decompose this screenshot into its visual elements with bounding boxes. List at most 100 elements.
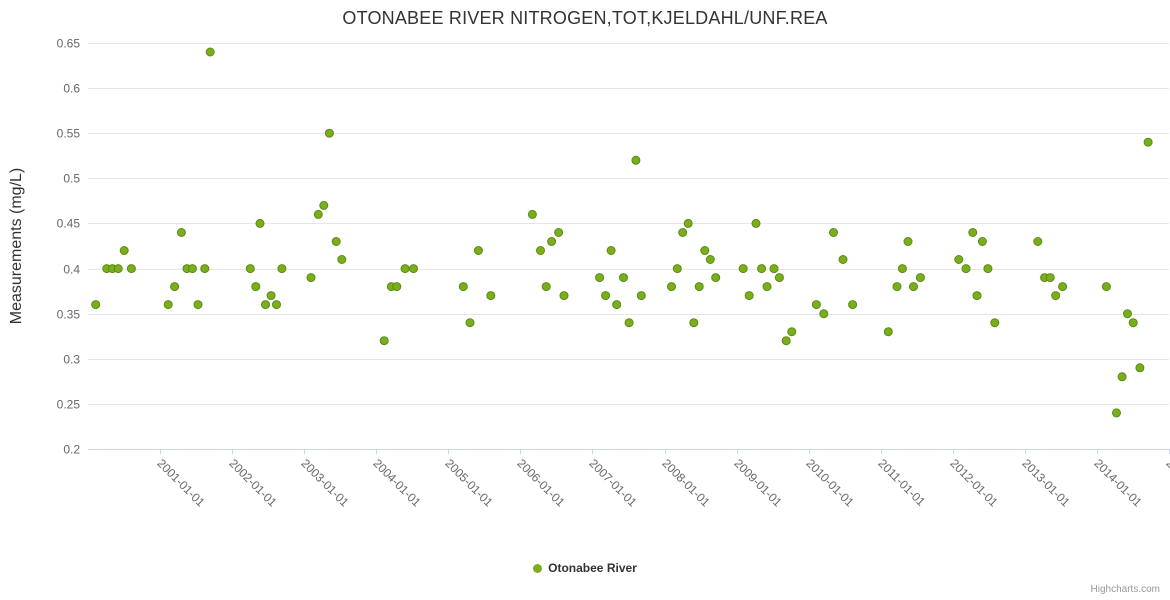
data-point[interactable]: [762, 282, 772, 292]
data-point[interactable]: [379, 336, 389, 346]
data-point[interactable]: [606, 246, 616, 255]
data-point[interactable]: [601, 291, 611, 301]
data-point[interactable]: [536, 246, 545, 255]
data-point[interactable]: [678, 228, 688, 237]
data-point[interactable]: [1101, 282, 1111, 292]
data-point[interactable]: [200, 264, 210, 274]
data-point[interactable]: [176, 228, 186, 237]
data-point[interactable]: [619, 273, 628, 283]
data-point[interactable]: [486, 291, 496, 301]
data-point[interactable]: [1128, 318, 1138, 328]
data-point[interactable]: [781, 336, 791, 346]
data-point[interactable]: [636, 291, 646, 301]
data-point[interactable]: [1051, 291, 1061, 301]
data-point[interactable]: [392, 282, 402, 292]
data-point[interactable]: [465, 318, 475, 328]
x-tick-label: 2003-01-01: [298, 456, 352, 510]
data-point[interactable]: [313, 209, 323, 219]
data-point[interactable]: [163, 300, 173, 310]
data-point[interactable]: [458, 282, 468, 292]
data-point[interactable]: [547, 237, 557, 246]
data-point[interactable]: [272, 300, 281, 310]
data-point[interactable]: [193, 300, 203, 310]
data-point[interactable]: [255, 218, 265, 228]
data-point[interactable]: [819, 309, 829, 319]
data-point[interactable]: [205, 47, 215, 57]
data-point[interactable]: [883, 327, 893, 337]
data-point[interactable]: [1112, 408, 1121, 418]
y-axis-labels: 0.2 0.25 0.3 0.35 0.4 0.45 0.5 0.55 0.6 0.65: [57, 37, 81, 457]
data-point[interactable]: [667, 282, 676, 292]
data-point[interactable]: [700, 246, 710, 255]
data-point[interactable]: [277, 264, 287, 274]
data-point[interactable]: [1033, 237, 1043, 246]
data-point[interactable]: [559, 291, 569, 301]
data-point[interactable]: [757, 264, 767, 274]
data-point[interactable]: [848, 300, 858, 310]
data-point[interactable]: [266, 291, 276, 301]
series-points: [91, 47, 1153, 418]
highcharts-credits-link[interactable]: Highcharts.com: [1090, 584, 1160, 595]
data-point[interactable]: [977, 237, 987, 246]
data-point[interactable]: [541, 282, 551, 292]
data-point[interactable]: [738, 264, 748, 274]
data-point[interactable]: [787, 327, 797, 337]
data-point[interactable]: [624, 318, 634, 328]
data-point[interactable]: [968, 228, 978, 237]
data-point[interactable]: [251, 282, 261, 292]
data-point[interactable]: [689, 318, 699, 328]
data-point[interactable]: [126, 264, 136, 274]
data-point[interactable]: [744, 291, 754, 301]
data-point[interactable]: [972, 291, 982, 301]
data-point[interactable]: [331, 237, 341, 246]
data-point[interactable]: [113, 264, 123, 274]
data-point[interactable]: [903, 237, 913, 246]
data-point[interactable]: [91, 300, 101, 310]
data-point[interactable]: [306, 273, 316, 283]
x-axis: [88, 449, 1170, 454]
data-point[interactable]: [337, 255, 347, 264]
data-point[interactable]: [409, 264, 418, 274]
data-point[interactable]: [705, 255, 715, 264]
data-point[interactable]: [774, 273, 784, 283]
data-point[interactable]: [595, 273, 605, 283]
y-tick-label: 0.4: [63, 263, 80, 277]
data-point[interactable]: [838, 255, 848, 264]
data-point[interactable]: [473, 246, 483, 255]
data-point[interactable]: [245, 264, 255, 274]
data-point[interactable]: [324, 128, 334, 138]
data-point[interactable]: [319, 200, 329, 210]
data-point[interactable]: [261, 300, 270, 310]
data-point[interactable]: [694, 282, 704, 292]
legend-item-otonabee-river[interactable]: Otonabee River: [533, 561, 637, 575]
data-point[interactable]: [683, 218, 693, 228]
data-point[interactable]: [631, 155, 641, 165]
data-point[interactable]: [1135, 363, 1145, 373]
data-point[interactable]: [187, 264, 197, 274]
data-point[interactable]: [119, 246, 129, 255]
data-point[interactable]: [1058, 282, 1068, 292]
data-point[interactable]: [554, 228, 564, 237]
data-point[interactable]: [527, 209, 537, 219]
data-point[interactable]: [1117, 372, 1127, 382]
data-point[interactable]: [1143, 137, 1153, 147]
data-point[interactable]: [909, 282, 918, 292]
data-point[interactable]: [811, 300, 821, 310]
data-point[interactable]: [400, 264, 410, 274]
data-point[interactable]: [170, 282, 180, 292]
data-point[interactable]: [711, 273, 721, 283]
data-point[interactable]: [1045, 273, 1055, 283]
data-point[interactable]: [612, 300, 622, 310]
data-point[interactable]: [961, 264, 971, 274]
data-point[interactable]: [751, 218, 761, 228]
data-point[interactable]: [892, 282, 902, 292]
data-point[interactable]: [983, 264, 993, 274]
data-point[interactable]: [769, 264, 779, 274]
data-point[interactable]: [672, 264, 682, 274]
data-point[interactable]: [1123, 309, 1132, 319]
data-point[interactable]: [829, 228, 838, 237]
data-point[interactable]: [915, 273, 925, 283]
data-point[interactable]: [897, 264, 907, 274]
data-point[interactable]: [990, 318, 1000, 328]
data-point[interactable]: [954, 255, 964, 264]
